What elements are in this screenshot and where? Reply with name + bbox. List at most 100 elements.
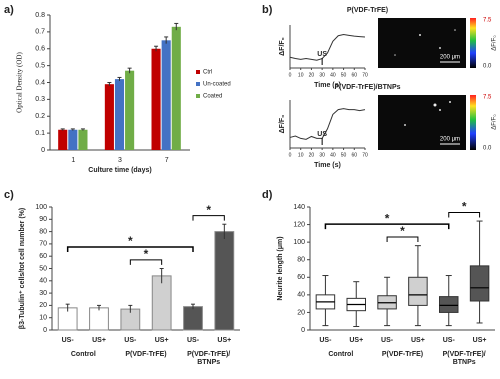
x-tick-label: 40: [330, 152, 336, 158]
x-tick-label: US-: [319, 337, 332, 344]
y-axis-label: Neurite length (μm): [277, 236, 284, 300]
annotation: US: [317, 51, 327, 58]
y-tick-label: 40: [297, 292, 305, 299]
y-axis-label: ΔF/F₀: [279, 115, 286, 134]
x-tick-label: 30: [319, 152, 325, 158]
y-tick-label: 0.1: [35, 130, 45, 137]
colorbar-label: 0.0: [483, 64, 492, 70]
x-tick-label: US+: [411, 337, 425, 344]
panel-label: a): [4, 4, 14, 16]
group-label: P(VDF-TrFE): [125, 351, 166, 358]
y-tick-label: 80: [39, 228, 47, 235]
image-2: [378, 95, 476, 150]
x-tick-label: 30: [319, 72, 325, 78]
legend-swatch: [196, 82, 200, 86]
bar: [104, 84, 114, 150]
y-tick-label: 120: [293, 221, 305, 228]
significance-label: *: [462, 200, 467, 214]
y-tick-label: 0.3: [35, 96, 45, 103]
x-tick-label: 70: [362, 72, 368, 78]
x-tick-label: US+: [217, 337, 231, 344]
chart-title: P(VDF-TrFE): [347, 7, 388, 14]
bar: [151, 48, 161, 150]
x-tick-label: 10: [298, 72, 304, 78]
x-tick-label: US+: [92, 337, 106, 344]
panel-label: d): [262, 189, 273, 201]
bar: [89, 307, 109, 331]
bar: [171, 26, 181, 150]
box: [469, 265, 490, 302]
y-tick-label: 20: [39, 302, 47, 309]
bar: [114, 79, 125, 150]
x-tick-label: 0: [289, 152, 292, 158]
legend-label: Ctrl: [203, 70, 212, 76]
x-tick-label: 50: [341, 152, 347, 158]
y-tick-label: 0.5: [35, 62, 45, 69]
legend-swatch: [196, 70, 200, 74]
significance-label: *: [385, 211, 390, 225]
x-tick-label: 0: [289, 72, 292, 78]
group-label: Control: [328, 351, 353, 358]
image-1: [378, 18, 476, 68]
bar: [183, 306, 203, 331]
x-tick-label: US-: [443, 337, 456, 344]
x-tick-label: US-: [62, 337, 75, 344]
x-tick-label: 40: [330, 72, 336, 78]
x-tick-label: US+: [155, 337, 169, 344]
x-axis-label: Time (s): [314, 162, 341, 169]
y-tick-label: 100: [35, 204, 47, 211]
x-tick-label: 1: [71, 157, 75, 164]
x-tick-label: 7: [165, 157, 169, 164]
colorbar-title: ΔF/F₀: [492, 114, 498, 130]
x-tick-label: US-: [124, 337, 137, 344]
box: [408, 276, 428, 306]
colorbar-label: 7.5: [483, 95, 492, 101]
significance-bracket: [192, 215, 225, 221]
y-tick-label: 0: [43, 327, 47, 334]
x-tick-label: 70: [362, 152, 368, 158]
panel-label: b): [262, 4, 273, 16]
significance-bracket: [386, 236, 419, 243]
x-tick-label: US-: [187, 337, 200, 344]
y-tick-label: 30: [39, 290, 47, 297]
y-tick-label: 80: [297, 257, 305, 264]
legend-label: Coated: [203, 94, 222, 100]
x-tick-label: 20: [309, 72, 315, 78]
group-label: P(VDF-TrFE)/BTNPs: [187, 351, 230, 366]
y-tick-label: 0: [41, 147, 45, 154]
significance-bracket: [448, 211, 481, 218]
bar: [58, 129, 68, 150]
y-tick-label: 50: [39, 265, 47, 272]
significance-bracket: [66, 246, 194, 252]
significance-bracket: [324, 223, 450, 230]
bar: [214, 231, 235, 331]
colorbar-title: ΔF/F₀: [492, 35, 498, 51]
colorbar-label: 7.5: [483, 18, 492, 24]
y-tick-label: 100: [293, 239, 305, 246]
y-axis-label: β3-Tubulin⁺ cells/tot cell number (%): [19, 208, 26, 329]
significance-label: *: [206, 203, 211, 217]
legend-label: Un-coated: [203, 82, 231, 88]
y-tick-label: 40: [39, 278, 47, 285]
legend-swatch: [196, 94, 200, 98]
x-tick-label: US+: [473, 337, 487, 344]
box: [439, 296, 459, 313]
annotation: US: [317, 131, 327, 138]
colorbar-label: 0.0: [483, 146, 492, 152]
y-tick-label: 0.8: [35, 12, 45, 19]
bar: [161, 40, 171, 150]
scale-bar: 200 μm: [440, 137, 460, 143]
y-axis-label: Optical Density (OD): [16, 52, 24, 113]
significance-label: *: [400, 224, 405, 238]
bar: [68, 129, 78, 150]
x-tick-label: 20: [309, 152, 315, 158]
x-tick-label: 60: [352, 72, 358, 78]
y-axis-label: ΔF/F₀: [279, 37, 286, 56]
x-tick-label: US-: [381, 337, 394, 344]
y-tick-label: 20: [297, 309, 305, 316]
y-tick-label: 0.2: [35, 113, 45, 120]
x-axis-label: Culture time (days): [88, 167, 151, 174]
x-tick-label: 60: [352, 152, 358, 158]
